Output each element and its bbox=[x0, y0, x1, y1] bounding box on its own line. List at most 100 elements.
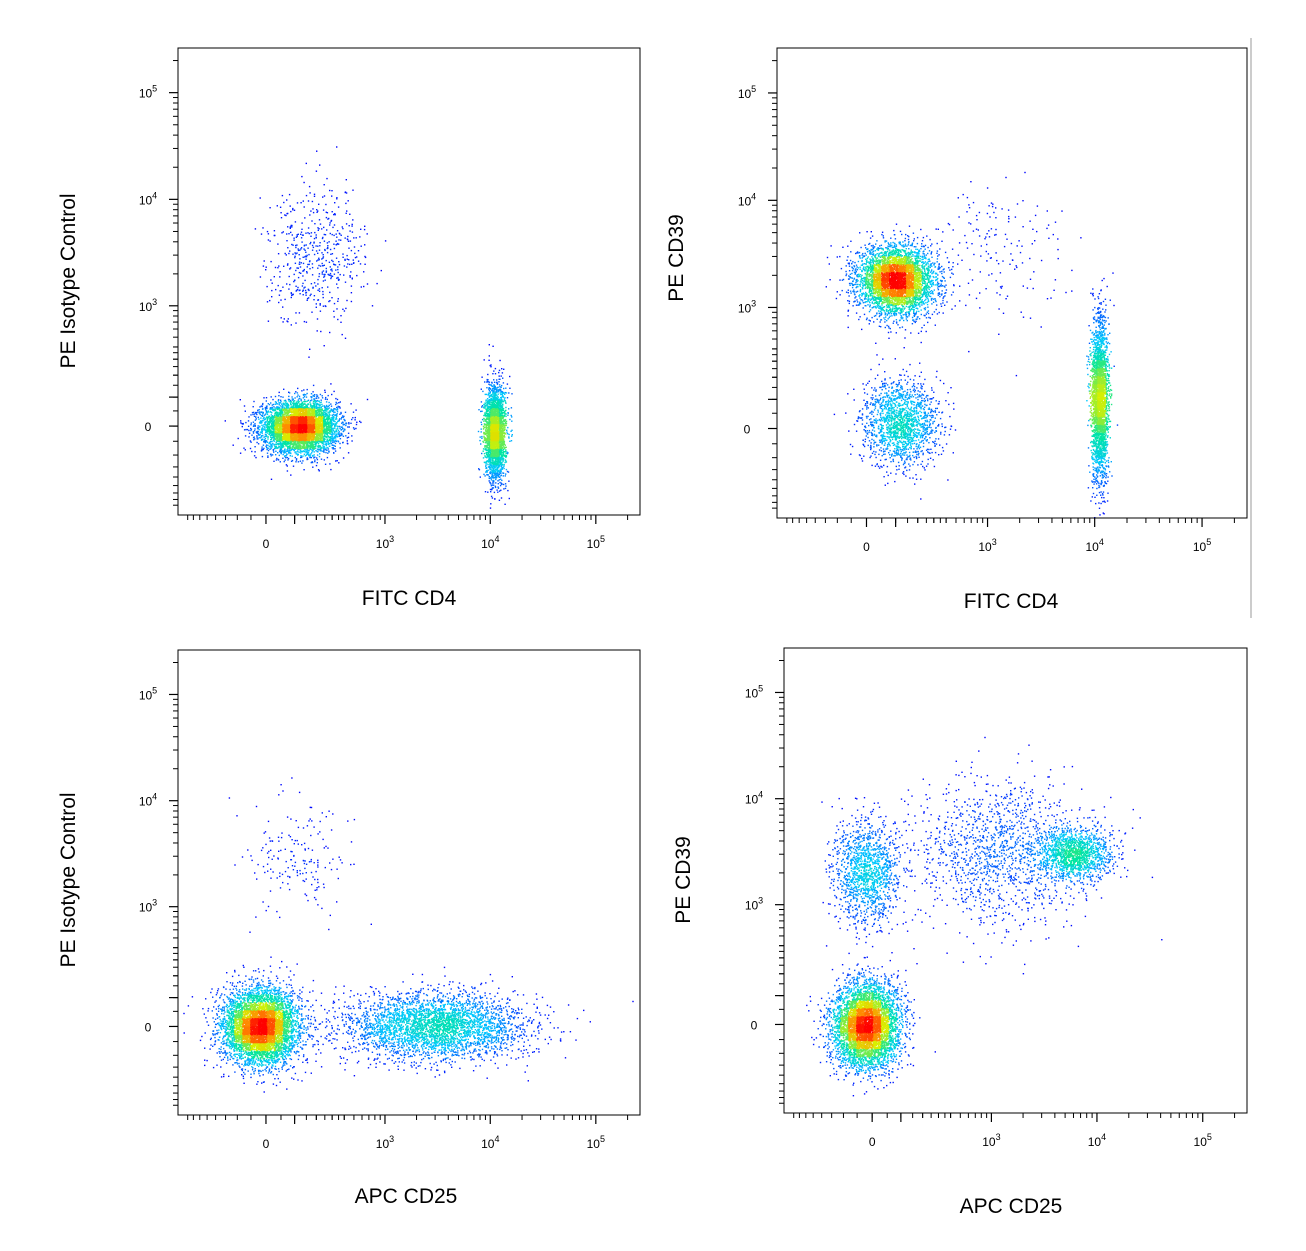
event-point bbox=[500, 387, 501, 388]
event-point bbox=[281, 411, 282, 412]
event-point bbox=[306, 163, 307, 164]
event-point bbox=[316, 394, 317, 395]
event-point bbox=[303, 182, 304, 183]
event-point bbox=[333, 411, 334, 412]
event-point bbox=[305, 259, 306, 260]
event-point bbox=[305, 450, 306, 451]
event-point bbox=[333, 445, 334, 446]
event-point bbox=[334, 224, 335, 225]
event-point bbox=[320, 331, 321, 332]
event-point bbox=[313, 242, 314, 243]
event-point bbox=[504, 464, 505, 465]
event-point bbox=[486, 452, 487, 453]
event-point bbox=[269, 418, 270, 419]
event-point bbox=[297, 404, 298, 405]
event-point bbox=[240, 453, 241, 454]
event-point bbox=[489, 476, 490, 477]
event-point bbox=[335, 450, 336, 451]
event-point bbox=[332, 436, 333, 437]
event-point bbox=[492, 406, 493, 407]
event-point bbox=[281, 232, 282, 233]
event-point bbox=[273, 435, 274, 436]
event-point bbox=[308, 297, 309, 298]
event-point bbox=[511, 407, 512, 408]
event-point bbox=[481, 424, 482, 425]
event-point bbox=[300, 404, 301, 405]
event-point bbox=[499, 379, 500, 380]
event-point bbox=[283, 266, 284, 267]
event-point bbox=[328, 424, 329, 425]
event-point bbox=[315, 237, 316, 238]
event-point bbox=[488, 451, 489, 452]
event-point bbox=[263, 437, 264, 438]
event-point bbox=[307, 266, 308, 267]
event-point bbox=[508, 392, 509, 393]
event-point bbox=[269, 442, 270, 443]
event-point bbox=[275, 396, 276, 397]
event-point bbox=[322, 237, 323, 238]
event-point bbox=[296, 290, 297, 291]
event-point bbox=[336, 417, 337, 418]
event-point bbox=[490, 471, 491, 472]
event-point bbox=[266, 444, 267, 445]
event-point bbox=[309, 268, 310, 269]
event-point bbox=[286, 233, 287, 234]
event-point bbox=[494, 466, 495, 467]
event-point bbox=[304, 250, 305, 251]
event-point bbox=[294, 256, 295, 257]
event-point bbox=[481, 428, 482, 429]
event-point bbox=[487, 470, 488, 471]
event-point bbox=[328, 412, 329, 413]
event-point bbox=[288, 442, 289, 443]
event-point bbox=[503, 484, 504, 485]
event-point bbox=[304, 407, 305, 408]
event-point bbox=[345, 282, 346, 283]
event-point bbox=[479, 440, 480, 441]
event-point bbox=[275, 267, 276, 268]
event-point bbox=[323, 451, 324, 452]
event-point bbox=[354, 419, 355, 420]
event-point bbox=[295, 391, 296, 392]
event-point bbox=[253, 437, 254, 438]
event-point bbox=[505, 449, 506, 450]
event-point bbox=[329, 414, 330, 415]
event-point bbox=[277, 243, 278, 244]
event-point bbox=[310, 295, 311, 296]
event-point bbox=[333, 311, 334, 312]
event-point bbox=[333, 409, 334, 410]
event-point bbox=[302, 270, 303, 271]
event-point bbox=[267, 301, 268, 302]
event-point bbox=[251, 422, 252, 423]
event-point bbox=[264, 423, 265, 424]
event-point bbox=[288, 318, 289, 319]
event-point bbox=[481, 411, 482, 412]
event-point bbox=[322, 258, 323, 259]
event-point bbox=[331, 190, 332, 191]
event-point bbox=[342, 422, 343, 423]
event-point bbox=[295, 270, 296, 271]
event-point bbox=[503, 465, 504, 466]
event-point bbox=[324, 459, 325, 460]
event-point bbox=[337, 428, 338, 429]
event-point bbox=[281, 403, 282, 404]
event-point bbox=[262, 456, 263, 457]
event-point bbox=[286, 403, 287, 404]
event-point bbox=[494, 399, 495, 400]
event-point bbox=[297, 403, 298, 404]
event-point bbox=[324, 447, 325, 448]
event-point bbox=[266, 400, 267, 401]
event-point bbox=[300, 461, 301, 462]
event-point bbox=[291, 244, 292, 245]
event-point bbox=[336, 407, 337, 408]
event-point bbox=[330, 429, 331, 430]
event-point bbox=[305, 394, 306, 395]
event-point bbox=[312, 287, 313, 288]
event-point bbox=[328, 241, 329, 242]
event-point bbox=[495, 473, 496, 474]
event-point bbox=[310, 454, 311, 455]
event-point bbox=[330, 441, 331, 442]
event-point bbox=[484, 475, 485, 476]
event-point bbox=[312, 274, 313, 275]
event-point bbox=[308, 254, 309, 255]
